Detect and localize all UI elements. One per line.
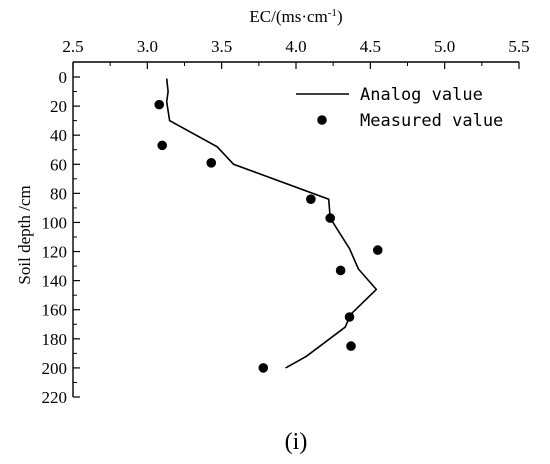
measured-value-point xyxy=(157,140,167,151)
y-tick-label: 60 xyxy=(50,155,67,174)
x-axis-title: EC/(ms·cm-1) xyxy=(249,7,342,26)
measured-value-point xyxy=(344,312,355,322)
x-tick-label: 2.5 xyxy=(62,37,83,56)
x-tick-label: 3.5 xyxy=(211,37,232,56)
x-tick-label: 4.5 xyxy=(360,37,381,56)
y-tick-label: 20 xyxy=(50,97,67,116)
y-tick-label: 100 xyxy=(42,213,68,232)
y-tick-label: 220 xyxy=(42,388,68,407)
y-tick-label: 120 xyxy=(42,243,68,262)
y-tick-label: 180 xyxy=(42,330,68,349)
y-tick-label: 200 xyxy=(42,359,68,378)
x-tick-label: 5.0 xyxy=(434,37,455,56)
y-tick-label: 140 xyxy=(42,272,68,291)
measured-value-point xyxy=(154,99,165,110)
analog-value-line xyxy=(165,78,378,369)
legend: Analog value Measured value xyxy=(296,85,503,131)
series-layer xyxy=(154,78,383,373)
y-tick-label: 160 xyxy=(42,301,68,320)
legend-label-measured: Measured value xyxy=(360,111,503,131)
x-tick-label: 3.0 xyxy=(137,37,158,56)
x-tick-label: 4.0 xyxy=(285,37,306,56)
measured-value-point xyxy=(372,245,383,255)
legend-point-swatch xyxy=(317,115,327,125)
measured-value-point xyxy=(335,265,346,276)
measured-value-point xyxy=(258,363,269,373)
x-tick-label: 5.5 xyxy=(508,37,529,56)
ticks: 2.5 3.0 3.5 4.0 4.5 5.0 5.5 0 20 40 60 80 100 120 140 1… xyxy=(42,37,530,407)
legend-label-analog: Analog value xyxy=(360,85,483,105)
y-tick-label: 80 xyxy=(50,184,67,203)
measured-value-point xyxy=(206,158,217,168)
y-axis-title: Soil depth /cm xyxy=(15,185,34,284)
figure-caption: (i) xyxy=(285,429,308,455)
measured-value-point xyxy=(325,213,335,223)
y-tick-label: 40 xyxy=(50,126,67,145)
y-tick-label: 0 xyxy=(59,68,68,87)
measured-value-point xyxy=(306,194,316,204)
measured-value-point xyxy=(346,341,356,351)
